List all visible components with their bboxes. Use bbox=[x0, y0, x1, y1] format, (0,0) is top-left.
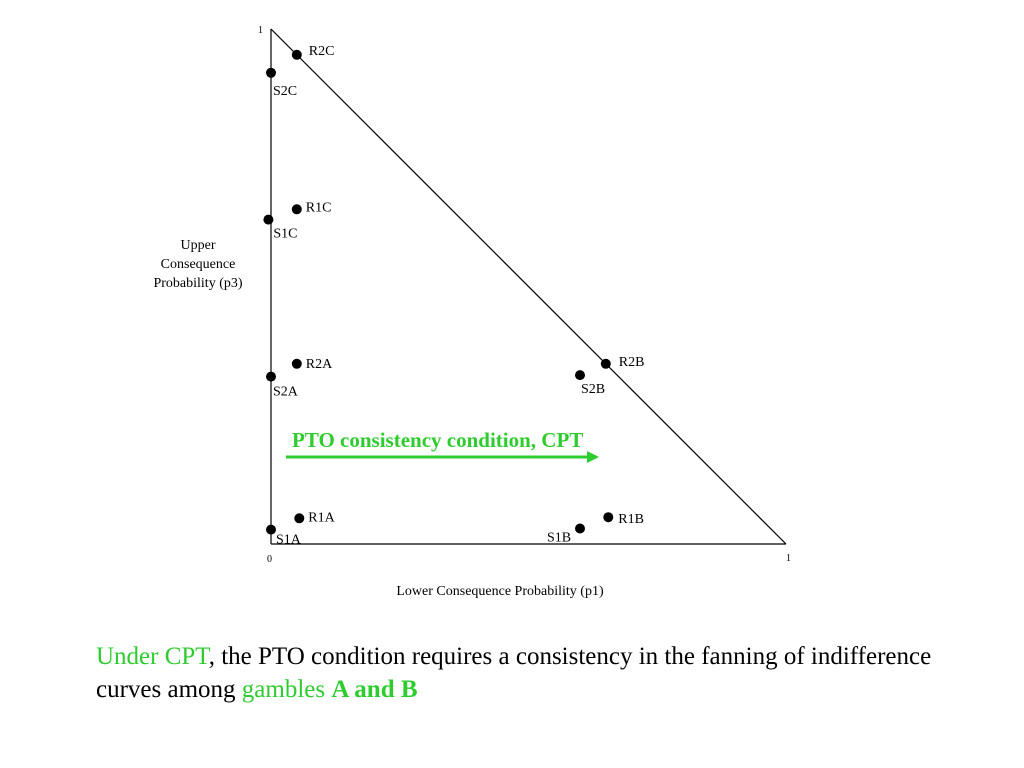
caption-a-and-b: A and B bbox=[331, 676, 418, 703]
y-axis-label-line-3: Probability (p3) bbox=[153, 276, 243, 291]
point-s1b bbox=[575, 523, 585, 534]
point-r1b bbox=[603, 512, 614, 523]
y-axis-label: Upper Consequence Probability (p3) bbox=[140, 236, 256, 293]
point-label-r2a: R2A bbox=[306, 357, 333, 372]
point-s2c bbox=[266, 67, 276, 78]
y-axis-label-line-2: Consequence bbox=[160, 257, 236, 272]
pto-annotation: PTO consistency condition, CPT bbox=[292, 428, 583, 452]
point-r1c bbox=[291, 204, 302, 215]
point-s1c bbox=[263, 214, 274, 225]
point-s2a bbox=[266, 371, 276, 382]
point-label-s2b: S2B bbox=[581, 382, 605, 397]
point-label-s1b: S1B bbox=[547, 531, 571, 546]
point-label-s2a: S2A bbox=[273, 385, 299, 400]
point-label-s1a: S1A bbox=[276, 533, 302, 548]
origin-tick-label: 0 bbox=[267, 554, 272, 565]
caption-under-cpt: Under CPT bbox=[96, 643, 209, 670]
y-axis-label-line-1: Upper bbox=[180, 238, 216, 253]
point-s1a bbox=[266, 524, 276, 535]
point-label-r1b: R1B bbox=[618, 512, 644, 527]
pto-arrow-head bbox=[587, 451, 599, 463]
caption-gambles: gambles bbox=[241, 676, 332, 703]
x-axis-label: Lower Consequence Probability (p1) bbox=[396, 584, 604, 599]
point-label-r1c: R1C bbox=[306, 200, 332, 215]
x-max-tick-label: 1 bbox=[786, 553, 791, 564]
point-label-r2b: R2B bbox=[619, 355, 645, 370]
point-label-s2c: S2C bbox=[273, 84, 297, 99]
point-label-s1c: S1C bbox=[273, 227, 297, 242]
caption-body: , the PTO condition requires a consisten… bbox=[96, 643, 932, 703]
point-r1a bbox=[294, 513, 305, 524]
point-r2a bbox=[291, 358, 302, 369]
caption: Under CPT, the PTO condition requires a … bbox=[96, 640, 956, 706]
y-max-tick-label: 1 bbox=[258, 25, 263, 36]
point-label-r2c: R2C bbox=[309, 44, 335, 59]
hypotenuse bbox=[270, 28, 787, 545]
point-s2b bbox=[575, 370, 585, 381]
points-layer: R2C S2C R1C S1C R2A S2A R2B S2B R1A S1A R1B S1B bbox=[263, 44, 644, 548]
point-r2c bbox=[291, 49, 302, 60]
point-r2b bbox=[600, 358, 611, 369]
point-label-r1a: R1A bbox=[308, 510, 335, 525]
